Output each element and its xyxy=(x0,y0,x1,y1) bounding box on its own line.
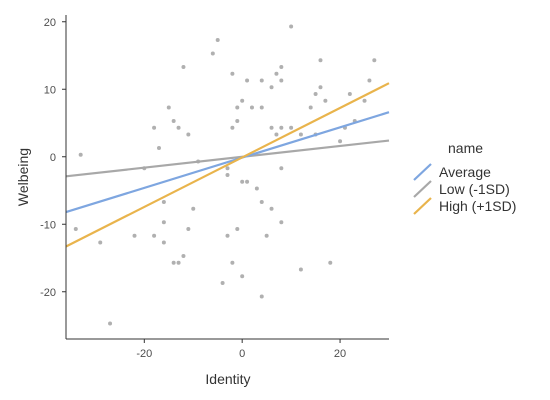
data-point xyxy=(161,220,166,225)
data-point xyxy=(171,118,176,123)
data-point xyxy=(181,253,186,258)
data-point xyxy=(176,260,181,265)
legend-title: name xyxy=(448,140,483,156)
legend-label: High (+1SD) xyxy=(439,198,516,214)
data-point xyxy=(264,233,269,238)
data-point xyxy=(298,267,303,272)
y-tick-label: -20 xyxy=(40,287,56,299)
data-point xyxy=(176,125,181,130)
data-point xyxy=(132,233,137,238)
data-point xyxy=(274,132,279,137)
legend-label: Low (-1SD) xyxy=(439,181,510,197)
data-point xyxy=(269,85,274,90)
data-point xyxy=(152,233,157,238)
data-point xyxy=(225,233,230,238)
y-tick-label: 10 xyxy=(44,84,56,96)
data-point xyxy=(215,37,220,42)
x-tick-label: -20 xyxy=(136,348,152,360)
y-axis-ticks: -20 -10 0 10 20 xyxy=(40,17,66,299)
data-point xyxy=(308,105,313,110)
data-point xyxy=(166,105,171,110)
data-point xyxy=(298,132,303,137)
data-point xyxy=(323,98,328,103)
data-point xyxy=(279,125,284,130)
x-tick-label: 0 xyxy=(239,348,245,360)
regression-lines xyxy=(65,82,390,248)
y-axis-title: Welbeing xyxy=(15,148,31,206)
data-points xyxy=(73,24,377,326)
data-point xyxy=(259,294,264,299)
data-point xyxy=(152,125,157,130)
data-point xyxy=(279,78,284,83)
data-point xyxy=(220,280,225,285)
data-point xyxy=(249,105,254,110)
x-tick-label: 20 xyxy=(334,348,346,360)
data-point xyxy=(279,220,284,225)
data-point xyxy=(186,132,191,137)
x-axis-ticks: -20 0 20 xyxy=(136,339,346,360)
data-point xyxy=(235,118,240,123)
data-point xyxy=(191,206,196,211)
data-point xyxy=(318,58,323,63)
data-point xyxy=(156,145,161,150)
data-point xyxy=(186,226,191,231)
data-point xyxy=(254,186,259,191)
data-point xyxy=(362,98,367,103)
legend-key xyxy=(413,180,432,198)
data-point xyxy=(225,172,230,177)
data-point xyxy=(328,260,333,265)
data-point xyxy=(245,78,250,83)
data-point xyxy=(245,179,250,184)
data-point xyxy=(181,64,186,69)
data-point xyxy=(289,125,294,130)
data-point xyxy=(73,226,78,231)
legend-key xyxy=(413,197,432,215)
data-point xyxy=(259,78,264,83)
legend-label: Average xyxy=(439,164,491,180)
x-axis-title: Identity xyxy=(205,371,250,387)
data-point xyxy=(367,78,372,83)
data-point xyxy=(279,166,284,171)
data-point xyxy=(338,139,343,144)
data-point xyxy=(289,24,294,29)
series-line-average xyxy=(65,111,390,214)
y-tick-label: -10 xyxy=(40,219,56,231)
data-point xyxy=(171,260,176,265)
data-point xyxy=(259,199,264,204)
data-point xyxy=(318,85,323,90)
data-point xyxy=(313,91,318,96)
data-point xyxy=(279,64,284,69)
data-point xyxy=(235,105,240,110)
data-point xyxy=(210,51,215,56)
data-point xyxy=(161,199,166,204)
data-point xyxy=(225,166,230,171)
data-point xyxy=(240,179,245,184)
data-point xyxy=(78,152,83,157)
data-point xyxy=(269,125,274,130)
legend-key xyxy=(413,163,432,181)
data-point xyxy=(347,91,352,96)
data-point xyxy=(240,98,245,103)
data-point xyxy=(230,71,235,76)
data-point xyxy=(98,240,103,245)
data-point xyxy=(259,105,264,110)
series-line-high-1sd xyxy=(65,82,390,248)
data-point xyxy=(108,321,113,326)
y-tick-label: 0 xyxy=(50,152,56,164)
data-point xyxy=(230,260,235,265)
data-point xyxy=(372,58,377,63)
data-point xyxy=(240,274,245,279)
data-point xyxy=(274,71,279,76)
data-point xyxy=(230,125,235,130)
series-line-low-1sd xyxy=(65,139,390,178)
y-tick-label: 20 xyxy=(44,17,56,29)
data-point xyxy=(161,240,166,245)
data-point xyxy=(235,226,240,231)
data-point xyxy=(269,206,274,211)
